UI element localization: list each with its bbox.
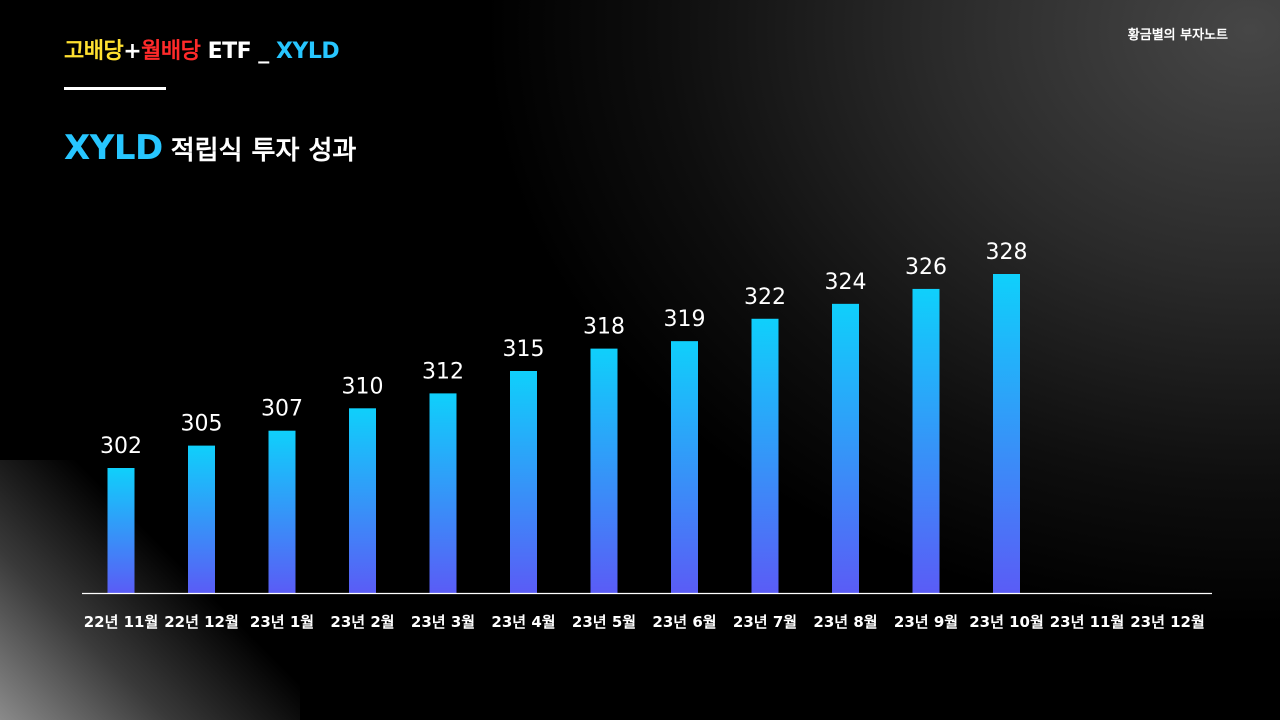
x-tick-label-10: 23년 9월 <box>894 613 958 631</box>
author-label: 황금별의 부자노트 <box>1127 28 1228 43</box>
header-title-plus: + <box>123 39 142 64</box>
x-tick-label-2: 23년 1월 <box>250 613 314 631</box>
bar-value-label-0: 302 <box>100 434 142 459</box>
x-tick-label-3: 23년 2월 <box>330 613 394 631</box>
bar-value-label-7: 319 <box>664 307 706 332</box>
bar-0 <box>107 468 135 593</box>
bar-value-label-11: 328 <box>986 240 1028 265</box>
bar-value-label-1: 305 <box>181 412 223 437</box>
x-tick-label-8: 23년 7월 <box>733 613 797 631</box>
subtitle-text: 적립식 투자 성과 <box>170 136 357 166</box>
x-tick-label-9: 23년 8월 <box>813 613 877 631</box>
header-underline <box>64 87 166 90</box>
header-title: 고배당+월배당 ETF _ XYLD <box>64 33 340 65</box>
header-title-etf: ETF _ <box>200 39 276 64</box>
bar-2 <box>268 430 296 593</box>
bar-value-label-4: 312 <box>422 359 464 384</box>
bar-value-label-2: 307 <box>261 397 303 422</box>
x-tick-label-6: 23년 5월 <box>572 613 636 631</box>
x-tick-label-12: 23년 11월 <box>1050 613 1125 631</box>
bar-7 <box>671 341 698 593</box>
x-axis-tick-labels: 22년 11월 22년 12월 23년 1월 23년 2월 23년 3월 23년 4월 23… <box>84 613 1205 631</box>
bar-value-label-10: 326 <box>905 255 947 280</box>
bar-5 <box>510 371 537 593</box>
bar-11 <box>993 274 1020 593</box>
bar-group: 302 305 307 310 312 315 318 319 322 324 326 328 <box>100 240 1028 593</box>
x-tick-label-13: 23년 12월 <box>1130 613 1205 631</box>
x-tick-label-5: 23년 4월 <box>491 613 555 631</box>
bar-10 <box>912 288 940 593</box>
x-tick-label-4: 23년 3월 <box>411 613 475 631</box>
x-tick-label-0: 22년 11월 <box>84 613 159 631</box>
bar-6 <box>590 348 618 593</box>
bar-value-label-3: 310 <box>342 374 384 399</box>
header-title-high-dividend: 고배당 <box>64 39 124 64</box>
header-title-ticker: XYLD <box>275 39 340 64</box>
bar-value-label-5: 315 <box>503 337 545 362</box>
bar-value-label-6: 318 <box>583 315 625 340</box>
bar-4 <box>429 393 457 593</box>
bar-value-label-9: 324 <box>825 270 867 295</box>
bar-3 <box>349 408 376 593</box>
subtitle-ticker: XYLD <box>64 128 163 168</box>
bar-8 <box>751 318 779 593</box>
bar-1 <box>188 445 215 593</box>
subtitle: XYLD 적립식 투자 성과 <box>64 128 356 168</box>
bar-value-label-8: 322 <box>744 285 786 310</box>
x-tick-label-7: 23년 6월 <box>652 613 716 631</box>
x-tick-label-1: 22년 12월 <box>164 613 239 631</box>
header-title-monthly-dividend: 월배당 <box>141 39 201 64</box>
bar-9 <box>832 303 859 593</box>
x-tick-label-11: 23년 10월 <box>969 613 1044 631</box>
